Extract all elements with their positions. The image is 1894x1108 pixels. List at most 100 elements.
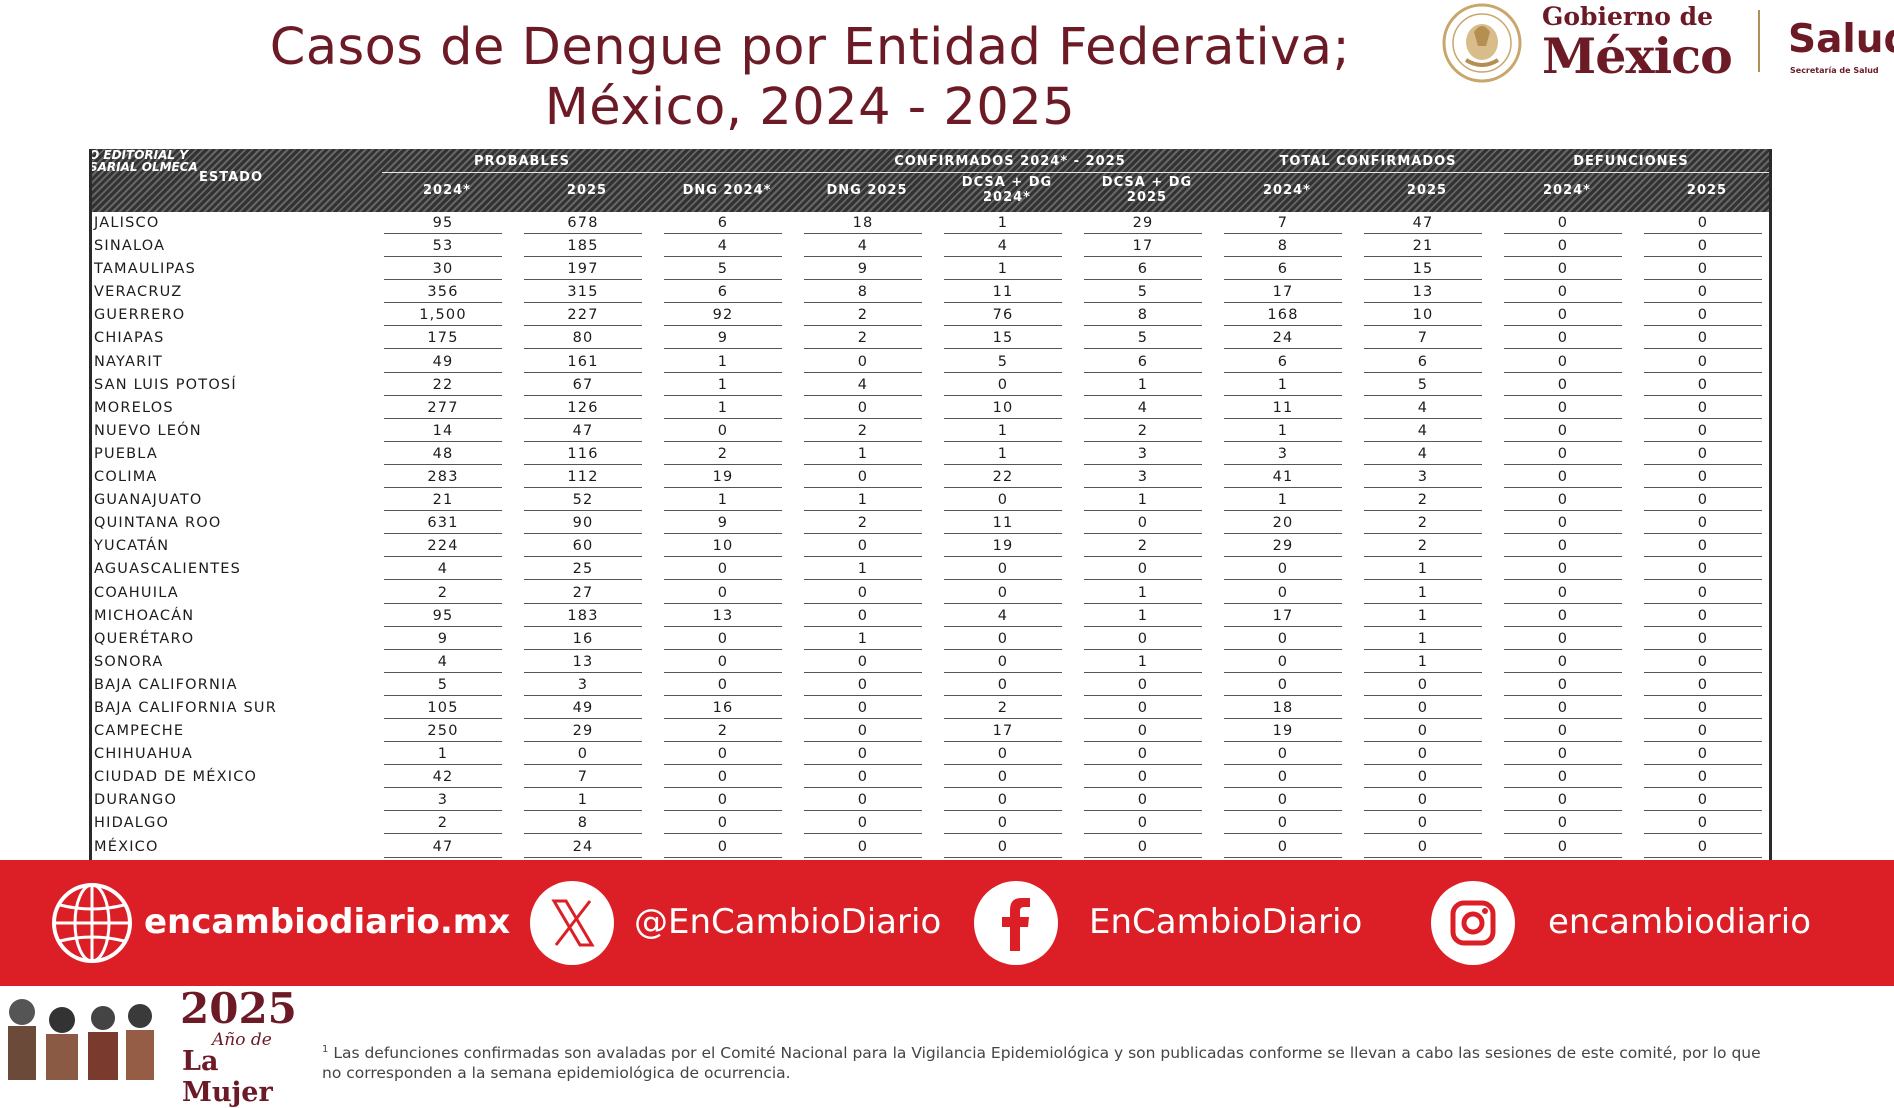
table-row: GUANAJUATO 21 52 1 1 0 1 1 2 0 0: [89, 489, 1772, 512]
state-name: BAJA CALIFORNIA SUR: [94, 699, 277, 716]
table-cell: 2: [804, 512, 922, 535]
table-row: BAJA CALIFORNIA SUR 105 49 16 0 2 0 18 0 0 0: [89, 697, 1772, 720]
table-cell: 6: [1224, 258, 1342, 281]
state-name: QUINTANA ROO: [94, 515, 222, 532]
table-cell: 0: [1224, 628, 1342, 650]
table-cell: 49: [524, 697, 642, 719]
table-cell: 76: [944, 304, 1062, 327]
footnote: 1 Las defunciones confirmadas son avalad…: [322, 1040, 1882, 1083]
table-cell: 0: [1084, 836, 1202, 858]
table-row: JALISCO 95 678 6 18 1 29 7 47 0 0: [89, 212, 1772, 235]
website-link[interactable]: encambiodiario.mx: [144, 902, 511, 942]
state-name: COAHUILA: [94, 584, 179, 601]
table-cell: 0: [944, 651, 1062, 673]
table-cell: 95: [384, 212, 502, 234]
table-cell: 0: [1084, 743, 1202, 766]
table-cell: 0: [804, 812, 922, 835]
table-cell: 0: [1504, 743, 1622, 766]
table-cell: 0: [1504, 304, 1622, 327]
table-cell: 6: [664, 212, 782, 234]
table-cell: 1: [1084, 374, 1202, 396]
table-cell: 21: [1364, 235, 1482, 258]
table-cell: 0: [1644, 489, 1762, 512]
table-cell: 0: [1644, 812, 1762, 835]
table-cell: 17: [1084, 235, 1202, 258]
table-row: SINALOA 53 185 4 4 4 17 8 21 0 0: [89, 235, 1772, 258]
table-cell: 4: [1364, 420, 1482, 442]
state-name: BAJA CALIFORNIA: [94, 676, 238, 693]
table-row: TAMAULIPAS 30 197 5 9 1 6 6 15 0 0: [89, 258, 1772, 281]
table-cell: 0: [1224, 766, 1342, 789]
table-cell: 0: [804, 605, 922, 627]
state-name: NAYARIT: [94, 353, 163, 370]
state-name: YUCATÁN: [94, 538, 170, 555]
table-cell: 0: [664, 812, 782, 835]
table-cell: 1: [804, 489, 922, 512]
salud-logo: Salud: [1788, 17, 1894, 62]
table-cell: 0: [1644, 535, 1762, 558]
table-header: O EDITORIAL Y SARIAL OLMECA ESTADO PROBA…: [89, 149, 1772, 212]
column-header: 2025: [566, 183, 608, 198]
table-row: NUEVO LEÓN 14 47 0 2 1 2 1 4 0 0: [89, 420, 1772, 443]
x-icon[interactable]: [530, 881, 614, 965]
table-cell: 0: [1504, 512, 1622, 535]
table-cell: 0: [1504, 789, 1622, 812]
table-row: SONORA 4 13 0 0 0 1 0 1 0 0: [89, 651, 1772, 674]
instagram-icon[interactable]: [1431, 881, 1515, 965]
table-cell: 0: [1084, 720, 1202, 743]
table-cell: 0: [804, 836, 922, 858]
table-cell: 0: [1504, 212, 1622, 234]
table-cell: 0: [1504, 558, 1622, 581]
table-cell: 0: [1644, 789, 1762, 812]
table-cell: 47: [524, 420, 642, 442]
table-cell: 0: [1644, 304, 1762, 327]
table-cell: 356: [384, 281, 502, 304]
column-header: 2025: [1686, 183, 1728, 198]
table-cell: 10: [944, 397, 1062, 419]
table-cell: 0: [1644, 235, 1762, 258]
instagram-handle[interactable]: encambiodiario: [1548, 902, 1812, 942]
table-cell: 0: [1644, 766, 1762, 789]
watermark-text: O EDITORIAL Y SARIAL OLMECA: [89, 149, 198, 174]
table-cell: 17: [1224, 605, 1342, 627]
table-cell: 0: [804, 351, 922, 373]
facebook-icon[interactable]: [974, 881, 1058, 965]
table-cell: 0: [1224, 836, 1342, 858]
table-cell: 0: [1224, 812, 1342, 835]
table-cell: 1: [664, 374, 782, 396]
table-cell: 1: [1364, 582, 1482, 604]
table-cell: 0: [1084, 812, 1202, 835]
table-row: MICHOACÁN 95 183 13 0 4 1 17 1 0 0: [89, 605, 1772, 628]
table-body: JALISCO 95 678 6 18 1 29 7 47 0 0 SINALOA 53 185 4 4 4 17…: [89, 212, 1772, 859]
table-cell: 1: [1224, 374, 1342, 396]
table-cell: 14: [384, 420, 502, 442]
facebook-handle[interactable]: EnCambioDiario: [1089, 902, 1363, 942]
table-cell: 1: [1224, 489, 1342, 512]
table-cell: 0: [1644, 697, 1762, 719]
table-cell: 0: [1644, 836, 1762, 858]
table-cell: 1: [1084, 651, 1202, 673]
globe-icon[interactable]: [50, 881, 134, 965]
table-cell: 0: [804, 397, 922, 419]
table-cell: 9: [384, 628, 502, 650]
table-cell: 0: [1644, 374, 1762, 396]
table-cell: 4: [664, 235, 782, 258]
table-cell: 0: [804, 582, 922, 604]
table-row: NAYARIT 49 161 1 0 5 6 6 6 0 0: [89, 351, 1772, 374]
table-cell: 1: [1364, 605, 1482, 627]
table-cell: 0: [1364, 743, 1482, 766]
table-cell: 7: [524, 766, 642, 789]
table-cell: 315: [524, 281, 642, 304]
table-cell: 13: [1364, 281, 1482, 304]
table-cell: 0: [1364, 812, 1482, 835]
table-cell: 0: [944, 766, 1062, 789]
table-cell: 1: [524, 789, 642, 812]
table-cell: 2: [384, 812, 502, 835]
table-cell: 90: [524, 512, 642, 535]
x-handle[interactable]: @EnCambioDiario: [634, 902, 942, 942]
table-cell: 3: [384, 789, 502, 812]
state-name: CIUDAD DE MÉXICO: [94, 769, 258, 786]
table-cell: 2: [1364, 535, 1482, 558]
table-cell: 1,500: [384, 304, 502, 327]
group-header-total: TOTAL CONFIRMADOS: [1279, 154, 1457, 169]
